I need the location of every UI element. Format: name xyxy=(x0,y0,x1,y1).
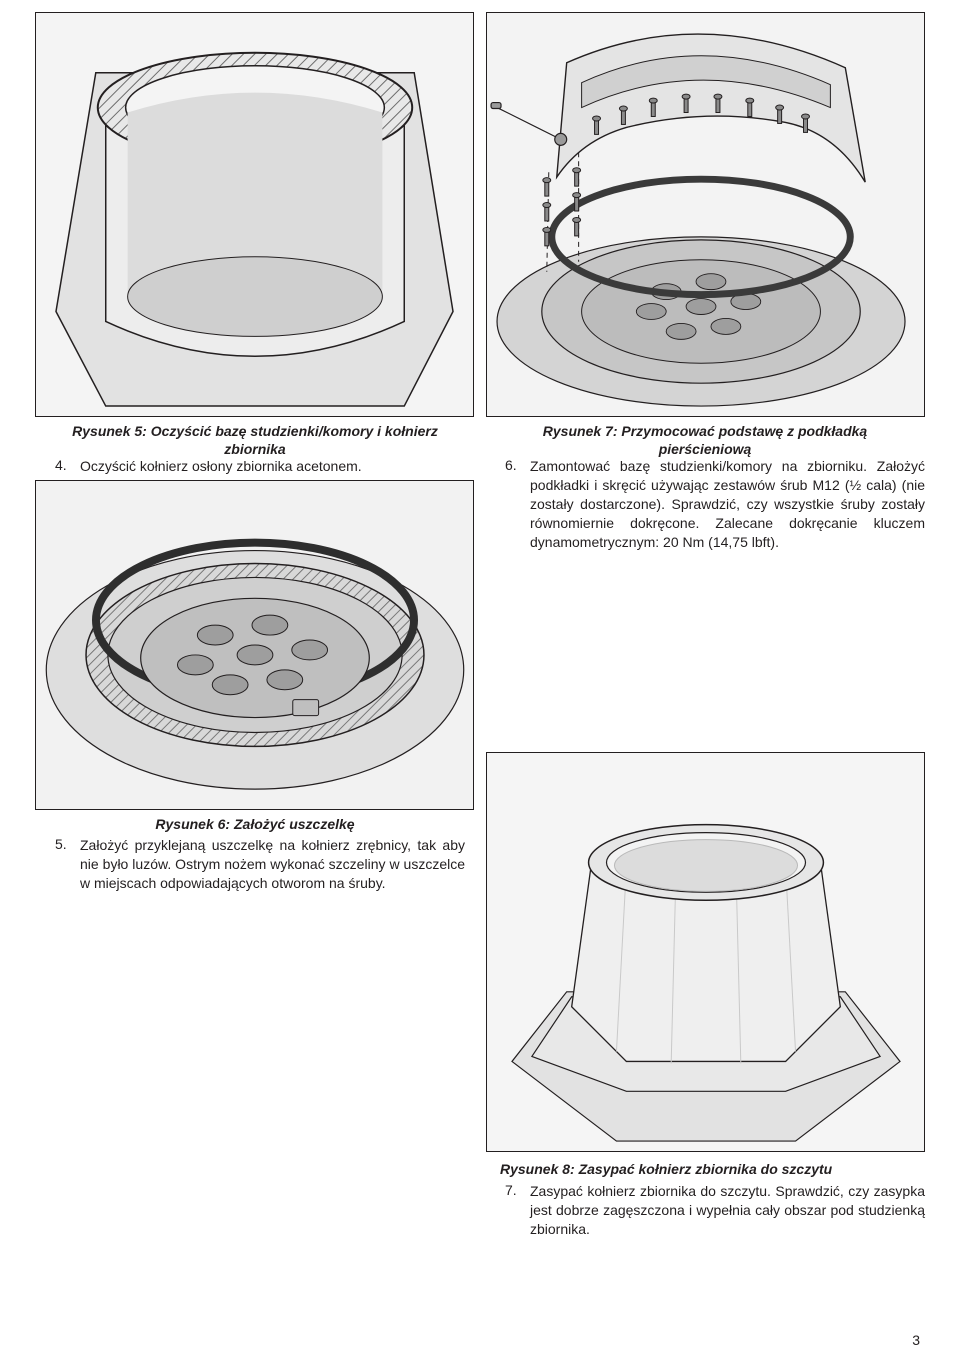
page-number: 3 xyxy=(912,1332,920,1348)
step-6-number: 6. xyxy=(505,457,517,473)
figure-7 xyxy=(486,12,925,417)
figure-7-caption: Rysunek 7: Przymocować podstawę z podkła… xyxy=(505,422,905,458)
figure-7-caption-text: Rysunek 7: Przymocować podstawę z podkła… xyxy=(543,423,867,457)
figure-6-caption-text: Rysunek 6: Założyć uszczelkę xyxy=(155,816,354,832)
figure-8-illustration xyxy=(487,753,924,1151)
step-5-number: 5. xyxy=(55,836,67,852)
figure-6-caption: Rysunek 6: Założyć uszczelkę xyxy=(55,815,455,833)
figure-8-caption: Rysunek 8: Zasypać kołnierz zbiornika do… xyxy=(500,1160,920,1178)
step-4-text: Oczyścić kołnierz osłony zbiornika aceto… xyxy=(80,457,460,476)
figure-6-illustration xyxy=(36,481,473,809)
figure-5-caption-text: Rysunek 5: Oczyścić bazę studzienki/komo… xyxy=(72,423,438,457)
step-7-number: 7. xyxy=(505,1182,517,1198)
step-5-text: Założyć przyklejaną uszczelkę na kołnier… xyxy=(80,836,465,893)
step-6-text: Zamontować bazę studzienki/komory na zbi… xyxy=(530,457,925,551)
figure-7-illustration xyxy=(487,13,924,416)
figure-8 xyxy=(486,752,925,1152)
figure-5-illustration xyxy=(36,13,473,416)
figure-5 xyxy=(35,12,474,417)
step-7-text: Zasypać kołnierz zbiornika do szczytu. S… xyxy=(530,1182,925,1239)
figure-6 xyxy=(35,480,474,810)
figure-8-caption-text: Rysunek 8: Zasypać kołnierz zbiornika do… xyxy=(500,1161,832,1177)
step-4-number: 4. xyxy=(55,457,67,473)
figure-5-caption: Rysunek 5: Oczyścić bazę studzienki/komo… xyxy=(55,422,455,458)
